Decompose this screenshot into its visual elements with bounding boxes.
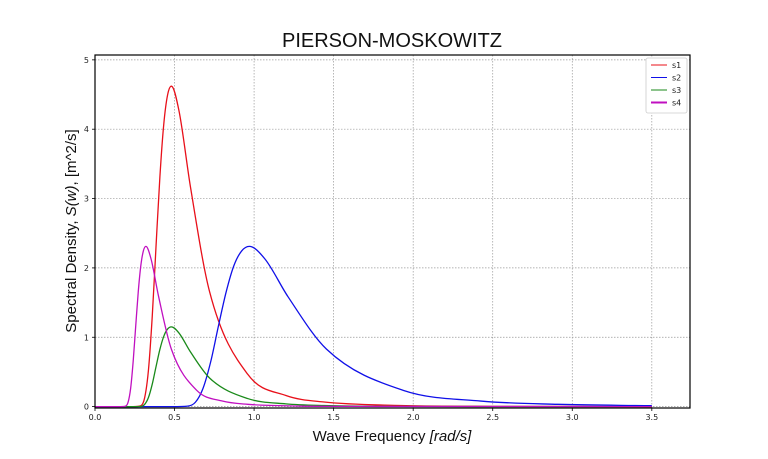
x-tick-label: 1.5: [327, 413, 340, 422]
x-axis-ticks: 0.0 0.5 1.0 1.5 2.0 2.5 3.0 3.5: [89, 408, 658, 422]
y-tick-label: 4: [84, 125, 89, 134]
y-tick-label: 3: [84, 195, 89, 204]
plot-frame: [94, 54, 691, 409]
x-tick-label: 2.5: [486, 413, 499, 422]
y-tick-label: 5: [84, 56, 89, 65]
x-tick-label: 2.0: [407, 413, 420, 422]
series-lines: [95, 85, 652, 408]
y-tick-label: 1: [84, 333, 89, 342]
series-line-s2: [95, 245, 652, 408]
x-tick-label: 3.5: [645, 413, 658, 422]
x-tick-label: 0.5: [168, 413, 181, 422]
legend: s1 s2 s3 s4: [645, 57, 688, 114]
y-tick-label: 2: [84, 264, 89, 273]
series-line-s4: [95, 245, 652, 408]
x-tick-label: 3.0: [566, 413, 579, 422]
legend-label-s1: s1: [672, 61, 681, 70]
x-tick-label: 1.0: [248, 413, 261, 422]
x-tick-label: 0.0: [89, 413, 102, 422]
series-line-s1: [95, 85, 652, 408]
y-axis-label: Spectral Density, S(w), [m^2/s]: [63, 129, 80, 332]
legend-label-s3: s3: [672, 86, 681, 95]
legend-label-s4: s4: [672, 99, 681, 108]
grid: [94, 55, 690, 408]
x-axis-label: Wave Frequency [rad/s]: [313, 428, 473, 445]
y-axis-ticks: 0 1 2 3 4 5: [84, 56, 95, 412]
legend-label-s2: s2: [672, 74, 681, 83]
y-tick-label: 0: [84, 403, 89, 412]
chart-title: PIERSON-MOSKOWITZ: [282, 30, 502, 52]
